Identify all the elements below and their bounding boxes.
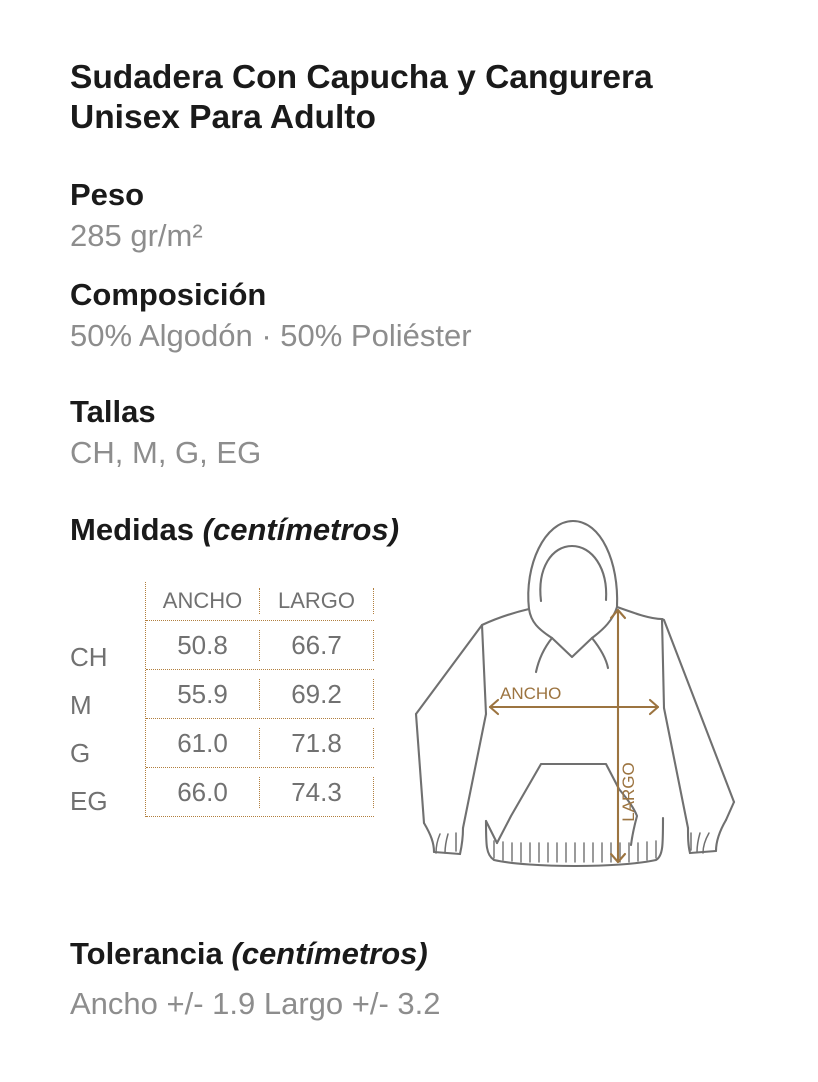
svg-text:LARGO: LARGO — [619, 762, 638, 822]
svg-text:ANCHO: ANCHO — [500, 684, 561, 703]
